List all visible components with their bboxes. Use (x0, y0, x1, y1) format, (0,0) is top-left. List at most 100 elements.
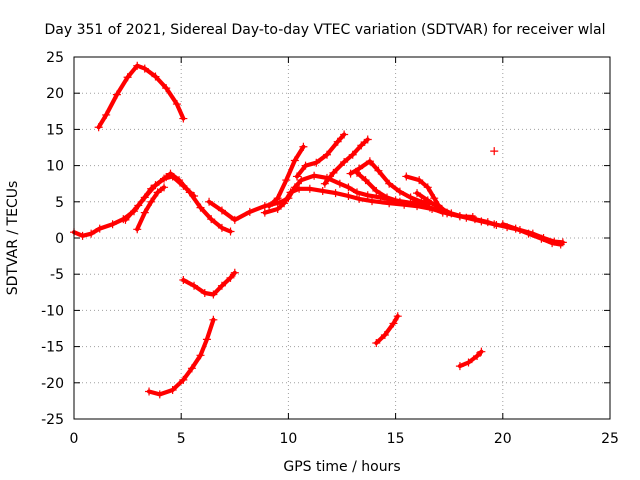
data-point (346, 169, 355, 178)
data-point (134, 201, 143, 210)
data-point (102, 110, 111, 119)
data-point (464, 358, 473, 367)
y-tick-label: -10 (41, 303, 64, 319)
series-line (354, 170, 445, 215)
data-point (374, 166, 383, 175)
data-point (425, 203, 434, 212)
x-tick-label: 5 (177, 431, 186, 447)
data-point (147, 197, 156, 206)
data-point (299, 142, 308, 151)
x-tick-label: 25 (601, 431, 619, 447)
data-point (292, 172, 301, 181)
data-point (434, 203, 443, 212)
data-point (190, 281, 199, 290)
data-point (322, 150, 331, 159)
series-arc-neg-a (179, 268, 239, 299)
data-point (280, 199, 289, 208)
data-point (123, 73, 132, 82)
data-point (393, 312, 402, 321)
series-arc-evening-2 (498, 220, 565, 249)
series-line (71, 171, 233, 238)
data-point (230, 215, 239, 224)
data-point (260, 208, 269, 217)
x-tick-label: 20 (494, 431, 512, 447)
data-point (389, 319, 398, 328)
series-arc-morning-2 (121, 172, 199, 224)
y-tick-label: -25 (41, 412, 64, 428)
y-tick-label: 10 (46, 159, 64, 175)
data-point (196, 351, 205, 360)
data-point (473, 352, 482, 361)
data-point (179, 181, 188, 190)
data-point (179, 375, 188, 384)
data-point (363, 135, 372, 144)
data-point (363, 191, 372, 200)
data-point (133, 61, 142, 70)
data-point (153, 188, 162, 197)
series-outlier (490, 147, 499, 156)
data-point (301, 161, 310, 170)
data-point (160, 183, 169, 192)
data-point (200, 289, 209, 298)
data-point (462, 213, 471, 222)
data-point (395, 187, 404, 196)
y-axis-label: SDTVAR / TECUs (5, 181, 21, 296)
data-point (95, 224, 104, 233)
data-point (112, 90, 121, 99)
data-point (190, 192, 199, 201)
data-point (273, 205, 282, 214)
data-point (490, 147, 499, 156)
data-point (368, 197, 377, 206)
data-point (361, 176, 370, 185)
data-point (140, 64, 149, 73)
series-arc-neg-b (145, 315, 218, 399)
data-point (357, 141, 366, 150)
data-point (335, 179, 344, 188)
series-arc-neg-d (455, 347, 486, 371)
series-line (294, 132, 347, 179)
data-point (310, 171, 319, 180)
x-tick-label: 10 (279, 431, 297, 447)
data-point (406, 193, 415, 202)
x-tick-label: 15 (387, 431, 405, 447)
series-line (96, 63, 186, 130)
data-point (160, 174, 169, 183)
series-line (146, 317, 216, 397)
data-point (179, 275, 188, 284)
data-point (413, 189, 422, 198)
series-line (322, 137, 370, 186)
data-point (329, 168, 338, 177)
data-point (305, 184, 314, 193)
series-arc-rise-b (292, 130, 349, 181)
data-point (147, 184, 156, 193)
data-point (385, 179, 394, 188)
series-arc-high (94, 61, 188, 132)
data-point (226, 273, 235, 282)
data-point (556, 240, 565, 249)
series-line (457, 349, 484, 369)
axis-ticks: 0 5 10 15 20 25 -25 -20 -15 -10 -5 0 5 10 15 20 25 (41, 50, 619, 447)
y-tick-label: 15 (46, 122, 64, 138)
data-point (423, 196, 432, 205)
data-point (209, 290, 218, 299)
data-point (155, 390, 164, 399)
data-point (490, 220, 499, 229)
data-point (320, 179, 329, 188)
series-layer (70, 61, 567, 399)
y-tick-label: -20 (41, 376, 64, 392)
data-point (205, 197, 214, 206)
series-arc-dip (133, 183, 169, 234)
data-point (477, 217, 486, 226)
data-point (447, 209, 456, 218)
data-point (383, 193, 392, 202)
data-point (333, 137, 342, 146)
data-point (395, 197, 404, 206)
data-point (207, 215, 216, 224)
data-point (355, 194, 364, 203)
y-tick-label: -5 (50, 267, 64, 283)
series-arc-neg-c (372, 312, 402, 347)
x-axis-label: GPS time / hours (283, 459, 400, 475)
y-tick-label: -15 (41, 340, 64, 356)
data-point (286, 188, 295, 197)
data-point (410, 199, 419, 208)
